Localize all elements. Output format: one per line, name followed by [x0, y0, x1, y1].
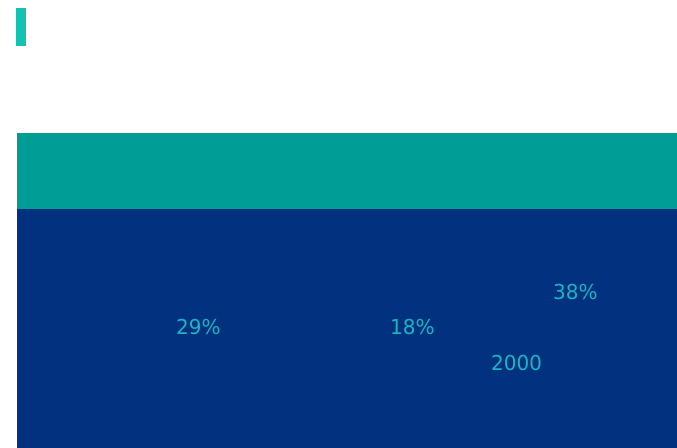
- stat-value-38-percent: 38%: [553, 280, 598, 304]
- stat-value-2000: 2000: [491, 351, 542, 375]
- accent-bar: [16, 8, 26, 46]
- teal-header-band: [17, 133, 677, 209]
- navy-content-panel: [17, 209, 677, 448]
- stat-value-18-percent: 18%: [390, 315, 435, 339]
- stat-value-29-percent: 29%: [176, 315, 221, 339]
